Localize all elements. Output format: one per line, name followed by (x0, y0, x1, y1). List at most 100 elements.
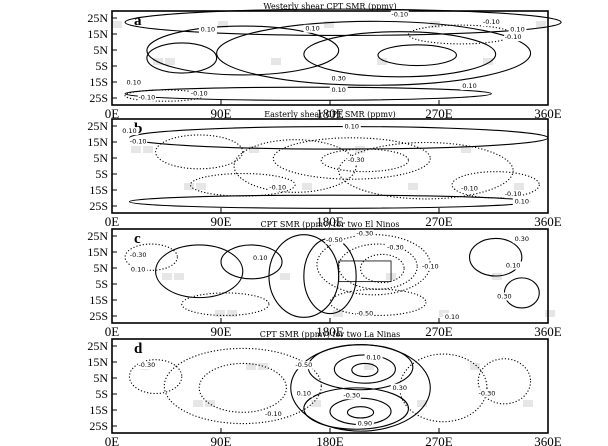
land-shading (215, 310, 225, 317)
negative-contour (155, 134, 244, 170)
contour-label: 0.10 (445, 313, 459, 321)
contour-label: -0.10 (191, 90, 208, 98)
contour-label-bg (198, 25, 217, 34)
contour-label: 0.30 (393, 384, 407, 392)
contour-label-bg (190, 89, 209, 98)
land-shading (364, 363, 374, 370)
land-shading (377, 58, 387, 65)
contour-label: 0.10 (331, 86, 345, 94)
contour-label: 0.10 (127, 78, 141, 86)
positive-contour (124, 86, 492, 101)
positive-contour (146, 25, 340, 76)
positive-contour (303, 387, 410, 430)
panel-title: CPT SMR (ppmv) for two El Ninos (261, 220, 400, 229)
y-tick-label: 5S (95, 59, 108, 73)
contour-label-bg (390, 383, 409, 392)
contour-label: -0.50 (356, 309, 373, 317)
negative-contour (338, 243, 418, 290)
contour-label: 0.30 (497, 293, 511, 301)
y-tick-label: 5N (93, 43, 108, 57)
positive-contour (216, 20, 532, 86)
contour-label: 0.10 (305, 25, 319, 33)
contour-label-bg (325, 236, 344, 245)
contour-label: 0.10 (366, 354, 380, 362)
x-tick-label: 360E (534, 324, 562, 339)
land-shading (112, 21, 122, 28)
x-tick-label: 270E (425, 324, 453, 339)
y-tick-label: 15N (87, 27, 108, 41)
contour-label-bg (294, 389, 313, 398)
positive-contour (468, 237, 523, 277)
x-tick-label: 180E (316, 106, 344, 121)
contour-label: -0.50 (295, 361, 312, 369)
contour-label-bg (355, 419, 374, 428)
contour-label: -0.10 (461, 184, 478, 192)
land-shading (271, 58, 281, 65)
land-shading (193, 400, 203, 407)
land-shading (417, 400, 427, 407)
contour-label: 0.30 (515, 235, 529, 243)
contour-label: 0.10 (122, 127, 136, 135)
land-shading (205, 400, 215, 407)
contour-label: -0.10 (483, 18, 500, 26)
positive-contour (290, 344, 431, 432)
y-tick-label: 15S (89, 403, 108, 417)
contour-label: -0.10 (505, 33, 522, 41)
contour-label-bg (355, 229, 374, 238)
contour-label-bg (390, 10, 409, 19)
contour-label-bg (443, 313, 462, 322)
positive-contour (124, 8, 562, 36)
negative-contour (320, 148, 410, 173)
positive-contour (346, 406, 375, 419)
contour-label-bg (251, 254, 270, 263)
contour-label-bg (137, 361, 156, 370)
contour-label-bg (329, 74, 348, 83)
contour-label-bg (120, 127, 139, 136)
positive-contour (377, 44, 457, 67)
land-shading (430, 21, 440, 28)
contour-label: 0.10 (297, 389, 311, 397)
contour-label: -0.30 (130, 251, 147, 259)
y-tick-label: 25N (87, 119, 108, 133)
y-tick-label: 25S (89, 91, 108, 105)
contour-label-bg (294, 361, 313, 370)
contour-label-bg (124, 78, 143, 87)
contour-label-bg (504, 190, 523, 199)
y-tick-label: 15S (89, 183, 108, 197)
contour-label: 0.10 (506, 262, 520, 270)
contour-label-bg (495, 292, 514, 301)
contour-label: -0.30 (479, 389, 496, 397)
positive-contour (303, 31, 497, 78)
negative-contour (128, 359, 183, 395)
y-tick-label: 25N (87, 11, 108, 25)
x-tick-label: 0E (105, 106, 120, 121)
x-tick-label: 270E (425, 106, 453, 121)
x-tick-label: 90E (211, 214, 232, 229)
y-tick-label: 25N (87, 229, 108, 243)
y-tick-label: 25S (89, 419, 108, 433)
contour-label: 0.10 (253, 254, 267, 262)
land-shading (302, 183, 312, 190)
x-tick-label: 180E (316, 324, 344, 339)
nino-box (338, 260, 392, 283)
y-tick-label: 15N (87, 135, 108, 149)
negative-contour (359, 253, 405, 284)
x-tick-label: 90E (211, 324, 232, 339)
contour-label-bg (129, 137, 148, 146)
contour-label: -0.10 (265, 410, 282, 418)
contour-label-bg (504, 33, 523, 42)
contour-label-bg (129, 265, 148, 274)
land-shading (143, 146, 153, 153)
contour-label: -0.30 (356, 230, 373, 238)
negative-contour (451, 171, 540, 199)
land-shading (246, 363, 256, 370)
x-tick-label: 90E (211, 106, 232, 121)
x-tick-label: 180E (316, 434, 344, 446)
contour-label-bg (482, 18, 501, 27)
x-tick-label: 0E (105, 434, 120, 446)
land-shading (536, 21, 546, 28)
y-tick-label: 5S (95, 387, 108, 401)
contour-label: -0.10 (138, 93, 155, 101)
contour-label: -0.50 (326, 236, 343, 244)
panel-title: Westerly shear CPT SMR (ppmv) (263, 2, 396, 11)
